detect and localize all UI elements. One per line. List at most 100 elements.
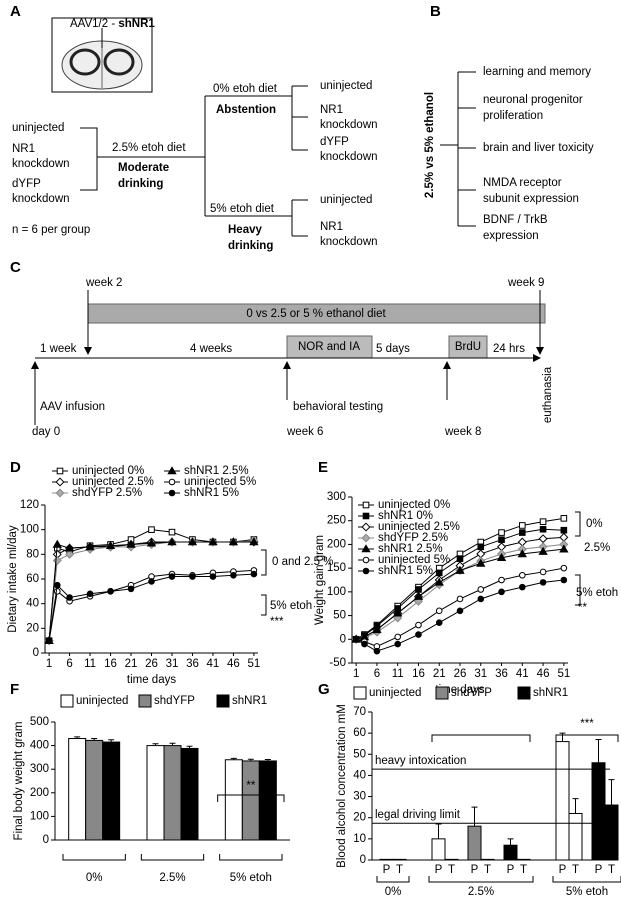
group-label: NR1	[12, 143, 35, 155]
x-tick-label: 1	[46, 658, 52, 670]
annotation: 2.5%	[584, 542, 610, 554]
group-label: knockdown	[12, 158, 70, 170]
marker	[538, 546, 548, 555]
marker	[373, 647, 381, 655]
legend-marker	[361, 544, 371, 553]
x-tick-label: 16	[104, 658, 117, 670]
event-label: week 6	[286, 426, 323, 438]
legend-swatch	[138, 694, 152, 708]
marker	[148, 526, 155, 533]
y-tick-label: 10	[353, 833, 366, 845]
marker	[456, 555, 464, 562]
marker	[148, 578, 155, 585]
marker	[435, 569, 443, 577]
marker	[519, 571, 526, 579]
condition-label: Moderate	[118, 162, 169, 174]
x-tick-label: T	[396, 864, 403, 876]
group-label: NR1	[320, 104, 343, 116]
annotation: **	[246, 780, 255, 792]
y-tick-label: 120	[20, 499, 39, 511]
x-tick-label: 2.5%	[159, 872, 185, 884]
marker	[519, 522, 526, 529]
bracket	[261, 594, 267, 616]
x-tick-label: P	[507, 864, 515, 876]
marker	[361, 640, 368, 648]
event-label: AAV infusion	[40, 401, 105, 413]
y-tick-label: 150	[327, 562, 346, 574]
marker	[53, 588, 61, 595]
timeline	[31, 290, 544, 425]
legend-label: shdYFP	[451, 687, 492, 699]
legend-label: shNR1 5%	[378, 565, 433, 577]
tree-lines	[80, 85, 308, 237]
y-tick-label: 200	[30, 787, 49, 799]
group-label: knockdown	[12, 193, 70, 205]
phase-label: 4 weeks	[190, 343, 232, 355]
legend-label: uninjected 5%	[184, 476, 256, 488]
legend-marker	[168, 478, 176, 486]
condition-label: Abstention	[216, 104, 276, 116]
brain-illustration	[51, 17, 153, 93]
outcome: subunit expression	[483, 193, 579, 205]
marker	[413, 591, 424, 600]
x-tick-label: P	[559, 864, 567, 876]
x-tick-label: 5% etoh	[230, 872, 272, 884]
x-tick-label: 36	[495, 668, 508, 680]
panel-label: A	[10, 3, 21, 20]
y-tick-label: 50	[353, 748, 366, 760]
group-bracket	[376, 876, 410, 883]
x-tick-label: P	[435, 864, 443, 876]
phase-label: NOR and IA	[298, 341, 360, 353]
annotation: ***	[580, 718, 594, 730]
marker	[560, 576, 568, 584]
bar	[555, 741, 570, 861]
marker	[187, 537, 198, 546]
y-tick-label: 40	[353, 769, 366, 781]
error-bar	[74, 736, 81, 739]
x-tick-label: 21	[433, 668, 446, 680]
panel-label: B	[430, 3, 441, 20]
bar	[568, 812, 583, 861]
legend-swatch	[353, 686, 367, 700]
y-axis-label: Dietary intake ml/day	[7, 525, 19, 633]
marker	[394, 640, 401, 648]
condition-label: drinking	[118, 178, 163, 190]
legend-label: uninjected	[76, 695, 128, 707]
marker	[498, 588, 505, 596]
x-tick-label: T	[608, 864, 615, 876]
marker	[538, 534, 548, 544]
bar	[241, 760, 260, 841]
bar	[102, 741, 121, 841]
panel-label: E	[318, 459, 328, 476]
legend-marker	[361, 522, 371, 532]
marker	[496, 552, 507, 562]
legend-label: shNR1 5%	[184, 487, 239, 499]
y-tick-label: 20	[26, 622, 39, 634]
error-bar	[108, 739, 115, 743]
marker	[85, 542, 95, 551]
group-label: knockdown	[320, 236, 378, 248]
bar	[431, 838, 446, 861]
annotation: 5% etoh	[576, 587, 618, 599]
panel-label: C	[10, 259, 21, 276]
outcome: proliferation	[483, 110, 543, 122]
phase-label: 1 week	[40, 343, 77, 355]
series-line	[356, 567, 564, 647]
marker	[477, 595, 485, 603]
y-tick-label: 100	[327, 586, 346, 598]
error-bar	[264, 759, 271, 761]
phase-label: 5 days	[376, 343, 410, 355]
bracket	[261, 549, 267, 576]
error-bar	[152, 743, 159, 746]
error-bar	[186, 745, 193, 749]
x-tick-label: 0%	[86, 872, 103, 884]
y-tick-label: -50	[329, 657, 346, 669]
group-bracket	[428, 876, 534, 883]
group-label: 2.5%	[468, 886, 494, 898]
bar	[163, 745, 182, 841]
y-tick-label: 500	[30, 716, 49, 728]
bracket	[575, 574, 581, 606]
marker	[167, 537, 177, 546]
marker	[434, 577, 444, 586]
error-bar	[559, 732, 566, 742]
